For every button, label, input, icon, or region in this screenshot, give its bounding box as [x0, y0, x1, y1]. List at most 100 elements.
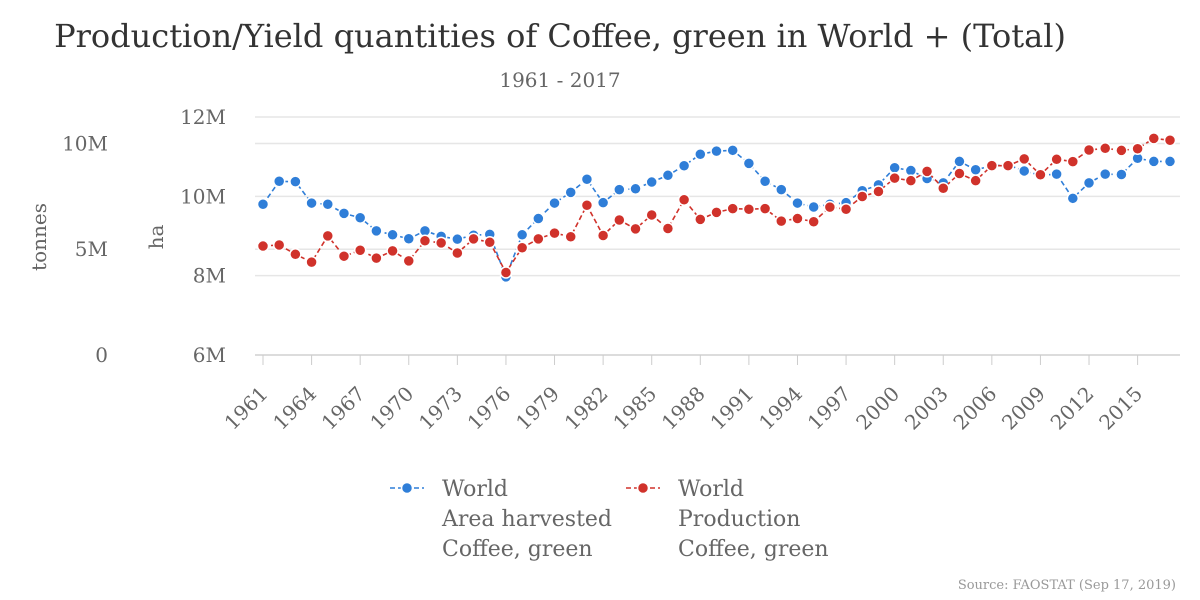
data-point [1001, 159, 1015, 172]
x-tick-label: 1997 [803, 382, 856, 435]
data-point [807, 215, 820, 228]
data-point [434, 236, 448, 250]
data-point [985, 159, 999, 172]
data-point [661, 169, 675, 182]
legend-label: World [678, 477, 744, 502]
y-axis-title-area: ha [144, 225, 168, 250]
data-point [580, 198, 594, 212]
data-point [272, 175, 286, 188]
x-tick-label: 2003 [900, 382, 953, 435]
y-axis-production: 0 5M 10M [62, 131, 108, 367]
data-point [1115, 144, 1128, 157]
data-point [402, 254, 416, 268]
data-point [1147, 132, 1161, 145]
legend-label: Coffee, green [678, 537, 829, 562]
data-point [305, 255, 318, 269]
chart-title: Production/Yield quantities of Coffee, g… [54, 17, 1066, 55]
data-point [1066, 155, 1080, 168]
data-point [677, 193, 691, 206]
x-tick-label: 1967 [317, 382, 370, 435]
data-point [969, 163, 982, 177]
data-point [289, 248, 302, 261]
series-layer [256, 132, 1177, 284]
data-point [629, 222, 642, 236]
data-point [1115, 168, 1128, 181]
data-point [272, 238, 286, 252]
data-point [499, 266, 513, 279]
data-point [645, 208, 658, 222]
data-point [953, 155, 966, 168]
legend-item-production: World Production Coffee, green [626, 477, 829, 562]
data-point [337, 249, 351, 263]
x-tick-label: 1994 [754, 382, 807, 435]
data-point [467, 232, 480, 246]
x-tick-label: 1976 [463, 382, 516, 435]
data-point [791, 196, 804, 210]
series-line [262, 137, 1171, 275]
data-point [856, 190, 869, 203]
data-point [321, 198, 335, 211]
data-point [839, 202, 853, 216]
data-point [1163, 155, 1177, 168]
y-tick-label-area: 12M [180, 105, 226, 129]
data-point [532, 232, 545, 246]
y-tick-label-production: 5M [75, 237, 108, 261]
series-production [256, 132, 1177, 279]
y-axis-area: 6M 8M 10M 12M [180, 105, 226, 367]
x-tick-label: 2006 [948, 382, 1001, 435]
data-point [742, 157, 756, 170]
data-point [937, 182, 950, 195]
y-tick-label-production: 0 [95, 343, 108, 367]
data-point [564, 230, 577, 243]
data-point [888, 171, 901, 185]
data-point [661, 222, 675, 235]
data-point [386, 228, 399, 242]
data-point [872, 185, 885, 198]
legend-item-area: World Area harvested Coffee, green [390, 477, 612, 562]
data-point [823, 200, 837, 214]
data-point [888, 161, 901, 175]
data-point [904, 174, 918, 187]
data-point [920, 165, 934, 178]
data-point [629, 182, 642, 196]
data-point [596, 229, 610, 242]
data-point [726, 202, 739, 215]
x-tick-label: 2000 [851, 382, 904, 435]
data-point [1066, 192, 1080, 205]
data-point [305, 196, 318, 210]
data-point [532, 212, 545, 225]
data-point [953, 167, 966, 180]
legend-marker [636, 481, 650, 495]
y-tick-label-area: 6M [193, 343, 226, 367]
legend: World Area harvested Coffee, green World Pro… [390, 477, 829, 562]
data-point [515, 228, 529, 242]
series-area [256, 144, 1177, 284]
data-point [370, 224, 383, 238]
data-point [1050, 167, 1063, 181]
y-tick-label-production: 10M [62, 131, 108, 155]
y-tick-label-area: 8M [193, 264, 226, 288]
data-point [1017, 152, 1031, 166]
data-point [791, 212, 804, 225]
legend-label: Area harvested [441, 507, 612, 532]
data-point [694, 148, 707, 161]
data-point [580, 173, 594, 186]
data-point [613, 213, 626, 227]
data-point [289, 175, 302, 188]
data-point [726, 144, 739, 157]
data-point [1147, 155, 1161, 168]
data-point [451, 246, 464, 260]
data-point [758, 175, 772, 188]
data-point [807, 200, 820, 214]
data-point [775, 183, 788, 196]
data-point [613, 183, 626, 196]
x-tick-label: 2015 [1094, 382, 1147, 435]
x-tick-label: 2012 [1046, 382, 1099, 435]
data-point [758, 202, 772, 215]
x-tick-label: 1964 [268, 382, 321, 435]
data-point [1050, 153, 1063, 166]
x-tick-label: 1985 [608, 382, 661, 435]
x-tick-label: 2009 [997, 382, 1050, 435]
data-point [1082, 176, 1096, 190]
x-tick-label: 1979 [511, 382, 564, 435]
